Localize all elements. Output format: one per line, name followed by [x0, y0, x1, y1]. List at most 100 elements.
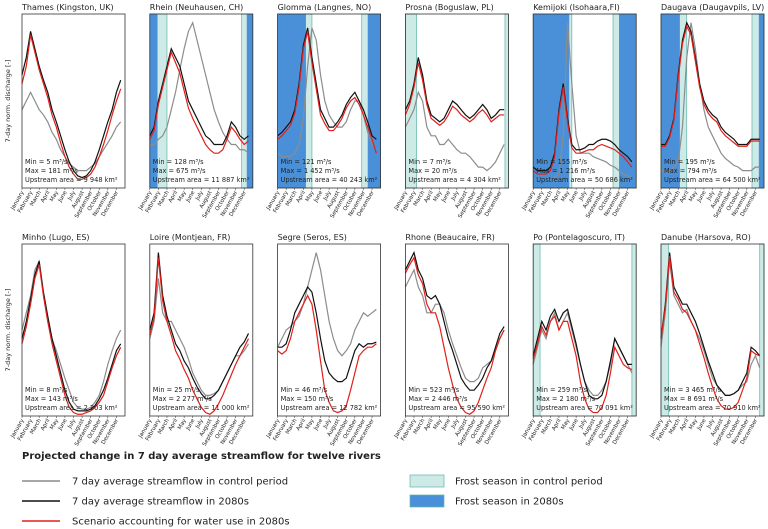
x-tick-label: April [40, 418, 52, 432]
x-tick-label: May [49, 189, 60, 202]
streamflow-line [532, 86, 633, 175]
streamflow-line [277, 27, 377, 140]
x-tick-label: May [177, 417, 188, 430]
panel-title: Glomma (Langnes, NO) [278, 3, 372, 12]
panel-annotation: Max = 150 m³/s [281, 395, 334, 403]
x-tick-label: June [57, 189, 69, 204]
panel-annotation: Upstream area = 11 887 km² [153, 176, 250, 184]
frost-band [277, 14, 306, 188]
panel-annotation: Upstream area = 2 303 km² [25, 404, 118, 412]
x-tick-label: July [194, 417, 205, 430]
streamflow-line [404, 268, 505, 383]
legend-label: Scenario accounting for water use in 208… [72, 517, 290, 528]
panel-title: Rhein (Neuhausen, CH) [150, 3, 244, 12]
panel-annotation: Min = 46 m³/s [281, 386, 328, 394]
x-tick-label: May [305, 417, 316, 430]
streamflow-line [149, 252, 250, 400]
x-tick-label: April [168, 190, 180, 204]
panel-annotation: Min = 25 m³/s [153, 386, 200, 394]
panel-annotation: Max = 2 180 m³/s [536, 395, 596, 403]
streamflow-line [532, 315, 633, 414]
panel-annotation: Max = 20 m³/s [408, 167, 457, 175]
panel-annotation: Min = 128 m³/s [153, 158, 204, 166]
panel-annotation: Upstream area = 9 948 km² [25, 176, 118, 184]
panel-title: Rhone (Beaucaire, FR) [405, 233, 495, 242]
x-tick-label: July [706, 189, 717, 202]
legend-title: Projected change in 7 day average stream… [22, 451, 381, 462]
x-tick-label: July [67, 189, 78, 202]
x-tick-label: April [679, 190, 691, 204]
frost-band [246, 14, 253, 188]
panel-annotation: Upstream area = 95 590 km² [408, 404, 505, 412]
panel-annotation: Max = 675 m³/s [153, 167, 206, 175]
x-tick-label: April [551, 418, 563, 432]
streamflow-line [532, 83, 633, 172]
panel-annotation: Upstream area = 70 091 km² [536, 404, 633, 412]
panel-annotation: Min = 523 m³/s [408, 386, 459, 394]
panel-annotation: Max = 8 691 m³/s [664, 395, 724, 403]
panel-title: Loire (Montjean, FR) [150, 233, 231, 242]
panel-title: Daugava (Daugavpils, LV) [661, 3, 764, 12]
x-tick-label: May [177, 189, 188, 202]
panel-annotation: Max = 143 m³/s [25, 395, 78, 403]
panel-annotation: Min = 3 465 m³/s [664, 386, 722, 394]
panel-annotation: Upstream area = 11 000 km² [153, 404, 250, 412]
x-tick-label: May [688, 189, 699, 202]
streamflow-line [277, 285, 377, 383]
streamflow-line [277, 31, 377, 154]
x-tick-label: July [322, 417, 333, 430]
streamflow-line [149, 278, 250, 396]
x-tick-label: July [322, 189, 333, 202]
streamflow-line [404, 62, 505, 127]
x-tick-label: May [433, 189, 444, 202]
panel-annotation: Upstream area = 70 910 km² [664, 404, 761, 412]
x-tick-label: June [185, 417, 197, 432]
panel-title: Po (Pontelagoscuro, IT) [533, 233, 625, 242]
x-tick-label: June [185, 189, 197, 204]
x-tick-label: June [57, 417, 69, 432]
frost-band [504, 13, 509, 189]
streamflow-line [149, 20, 249, 154]
panel-annotation: Min = 121 m³/s [281, 158, 332, 166]
panel-title: Thames (Kingston, UK) [21, 3, 114, 12]
x-tick-label: June [440, 189, 452, 204]
frost-band [149, 14, 158, 188]
legend-label: 7 day average streamflow in 2080s [72, 497, 249, 508]
panel-title: Danube (Harsova, RO) [661, 233, 751, 242]
streamflow-line [21, 264, 122, 415]
streamflow-line [404, 57, 505, 123]
panel-annotation: Max = 1 216 m³/s [536, 167, 596, 175]
streamflow-line [532, 307, 632, 400]
streamflow-line [404, 256, 505, 415]
streamflow-line [21, 31, 122, 179]
panel-annotation: Max = 181 m³/s [25, 167, 78, 175]
panel-title: Kemijoki (Isohaara,FI) [533, 3, 620, 12]
x-tick-label: July [578, 189, 589, 202]
streamflow-line [21, 261, 122, 412]
panel-annotation: Upstream area = 40 243 km² [281, 176, 378, 184]
panel-annotation: Max = 794 m³/s [664, 167, 717, 175]
x-tick-label: July [194, 189, 205, 202]
x-tick-label: June [568, 189, 580, 204]
panel-annotation: Upstream area = 4 304 km² [408, 176, 501, 184]
x-tick-label: May [433, 417, 444, 430]
panel-annotation: Max = 2 446 m³/s [408, 395, 468, 403]
x-tick-label: May [560, 417, 571, 430]
frost-band [367, 14, 381, 188]
streamflow-line [277, 252, 377, 357]
panel-annotation: Min = 8 m³/s [25, 386, 68, 394]
legend-label: Frost season in 2080s [455, 497, 564, 508]
x-tick-label: May [560, 189, 571, 202]
x-tick-label: May [49, 417, 60, 430]
streamflow-line [661, 24, 760, 147]
legend-label: 7 day average streamflow in control peri… [72, 477, 288, 488]
panel-annotation: Min = 7 m³/s [408, 158, 451, 166]
x-tick-label: June [440, 417, 452, 432]
frost-band [533, 14, 570, 188]
x-tick-label: July [450, 417, 461, 430]
streamflow-line [277, 294, 377, 414]
legend-swatch [409, 474, 445, 488]
frost-band [759, 243, 765, 417]
streamflow-line [404, 90, 505, 172]
